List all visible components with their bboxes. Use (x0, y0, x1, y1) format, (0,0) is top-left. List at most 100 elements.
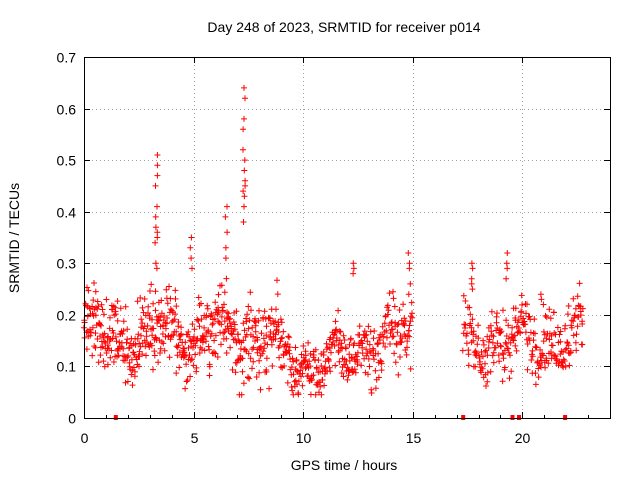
data-point (524, 301, 530, 308)
data-point (365, 323, 372, 330)
data-point (152, 334, 159, 341)
data-point (152, 239, 159, 246)
data-point (268, 341, 275, 348)
data-point (557, 328, 564, 335)
data-point (103, 350, 110, 356)
data-point (186, 352, 193, 358)
data-point (98, 322, 104, 329)
data-point (272, 318, 279, 325)
data-point (145, 303, 152, 310)
data-point (299, 370, 306, 377)
data-point (248, 307, 254, 314)
data-point (277, 338, 284, 345)
data-point (330, 339, 336, 345)
data-point (344, 376, 351, 383)
data-point (91, 280, 97, 286)
data-point (241, 115, 247, 122)
data-point (176, 364, 183, 371)
data-point (293, 356, 300, 363)
data-point (110, 330, 117, 336)
y-axis-label: SRMTID / TECUs (6, 183, 22, 293)
data-point (361, 328, 368, 335)
data-point (520, 315, 527, 322)
data-point (263, 355, 270, 362)
data-point (554, 324, 561, 331)
data-point (277, 316, 284, 323)
data-point (142, 343, 149, 350)
data-point (382, 343, 389, 350)
data-point (281, 363, 288, 369)
data-point (542, 364, 549, 371)
data-point (557, 338, 564, 345)
data-point (509, 324, 516, 331)
data-point (104, 334, 111, 341)
data-point (192, 351, 199, 358)
data-point (154, 152, 161, 158)
data-point (212, 350, 219, 357)
data-point (240, 320, 247, 327)
data-point (280, 352, 287, 359)
data-point (564, 311, 571, 318)
data-point (292, 344, 299, 351)
data-point (276, 342, 283, 349)
data-point (207, 313, 214, 320)
data-point (395, 371, 402, 378)
data-point (302, 352, 309, 359)
data-point (151, 352, 158, 359)
data-point (97, 333, 103, 340)
data-point (241, 203, 247, 210)
data-point (245, 303, 252, 310)
data-point (565, 303, 572, 309)
data-point (378, 367, 385, 374)
data-point (98, 301, 105, 308)
data-point (182, 339, 189, 346)
data-point (89, 352, 96, 359)
data-point (193, 368, 200, 375)
data-point (380, 340, 387, 347)
data-point (387, 341, 393, 347)
data-point (533, 344, 540, 351)
data-point (250, 344, 257, 351)
data-point (172, 287, 179, 294)
data-point (526, 313, 533, 320)
data-point (564, 339, 571, 346)
data-point (122, 303, 129, 310)
data-point (94, 336, 101, 342)
data-point (337, 328, 344, 335)
zero-marker (461, 415, 466, 420)
data-point (503, 275, 510, 282)
data-point (238, 391, 245, 398)
data-point (133, 356, 140, 363)
data-point (250, 333, 257, 340)
data-point (561, 358, 568, 364)
data-point (117, 305, 124, 312)
data-point (391, 350, 398, 357)
data-point (204, 302, 211, 309)
data-point (323, 340, 330, 347)
y-tick-label: 0.2 (57, 308, 77, 324)
data-point (253, 374, 260, 380)
data-point (168, 319, 175, 326)
data-point (278, 319, 285, 326)
data-point (152, 288, 159, 295)
data-point (540, 328, 547, 335)
data-point (532, 370, 539, 377)
data-point (470, 328, 477, 335)
data-point (100, 358, 107, 365)
data-point (504, 250, 511, 256)
data-point (319, 377, 326, 383)
data-point (110, 359, 117, 365)
data-point (500, 307, 506, 314)
data-point (462, 325, 468, 331)
data-point (148, 342, 155, 349)
data-point (503, 260, 510, 267)
data-point (345, 367, 352, 374)
data-point (310, 352, 317, 358)
data-point (258, 343, 264, 350)
data-point (390, 333, 397, 340)
data-point (290, 358, 297, 365)
data-point (257, 386, 264, 393)
data-point (375, 340, 382, 347)
data-point (461, 321, 468, 328)
data-point (579, 341, 586, 348)
